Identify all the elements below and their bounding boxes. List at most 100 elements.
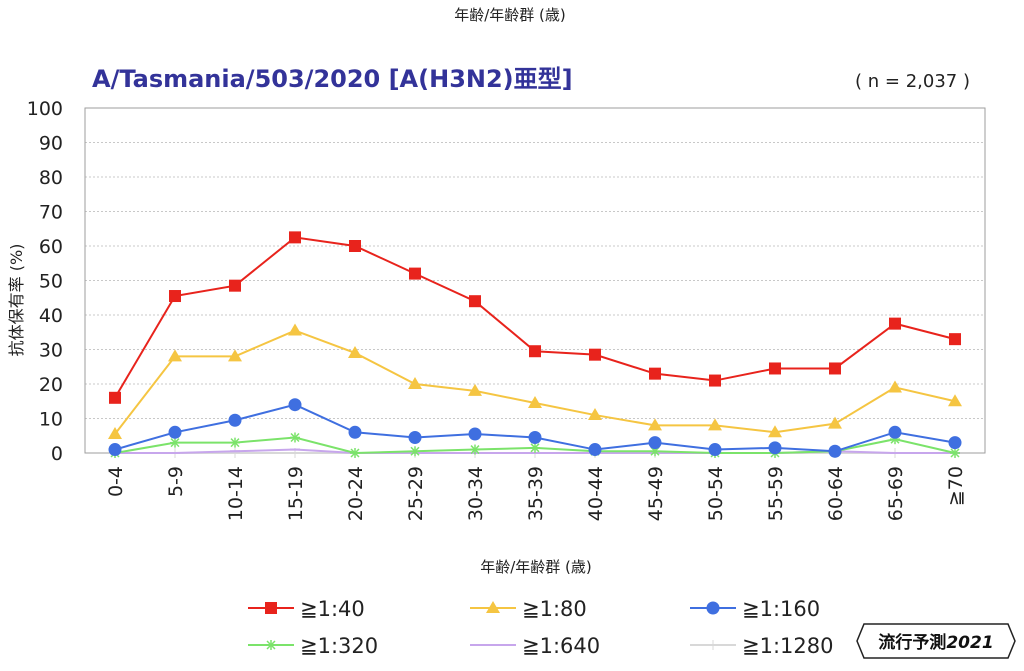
x-tick-label: 15-19 <box>285 466 307 521</box>
y-tick-label: 40 <box>39 305 63 327</box>
data-point <box>708 443 722 457</box>
data-point <box>828 416 842 429</box>
y-tick-label: 20 <box>39 374 63 396</box>
data-point <box>889 317 901 330</box>
x-tick-label: 65-69 <box>885 466 907 521</box>
data-point <box>588 443 602 457</box>
legend-label: ≧1:40 <box>300 597 365 621</box>
legend-item: ≧1:80 <box>470 597 587 621</box>
data-point <box>108 427 122 440</box>
data-point <box>706 601 720 615</box>
data-point <box>349 240 361 252</box>
x-axis-label: 年齢/年齢群 (歳) <box>480 558 592 576</box>
legend-item: ≧1:40 <box>248 597 365 621</box>
data-point <box>468 383 482 396</box>
data-point <box>769 362 781 375</box>
data-point <box>230 448 240 458</box>
data-point <box>228 349 242 362</box>
y-tick-label: 50 <box>39 271 63 293</box>
data-point <box>290 432 300 443</box>
data-point <box>108 443 122 457</box>
data-point <box>288 323 302 336</box>
data-point <box>948 436 962 450</box>
data-point <box>709 374 721 387</box>
series-triangle <box>108 323 962 440</box>
data-point <box>265 602 277 614</box>
data-point <box>288 398 302 412</box>
data-point <box>170 437 180 448</box>
data-point <box>948 394 962 407</box>
y-axis-ticks: 0 10 20 30 40 50 60 70 80 90 100 <box>27 98 63 465</box>
badge-text-prefix: 流行予測 <box>878 632 946 653</box>
data-point <box>828 444 842 458</box>
legend-label: ≧1:1280 <box>742 634 833 658</box>
data-point <box>888 425 902 439</box>
data-point <box>829 362 841 375</box>
data-point <box>230 437 240 448</box>
data-point <box>168 425 182 439</box>
x-tick-label: 25-29 <box>405 466 427 521</box>
data-point <box>888 380 902 393</box>
gridlines <box>85 142 985 419</box>
top-axis-label: 年齢/年齢群 (歳) <box>454 6 566 24</box>
data-point <box>266 640 276 650</box>
data-point <box>486 601 500 613</box>
data-point <box>708 640 718 650</box>
data-point <box>228 413 242 427</box>
x-tick-label: 35-39 <box>525 466 547 521</box>
y-tick-label: 90 <box>39 133 63 155</box>
y-tick-label: 70 <box>39 202 63 224</box>
data-point <box>768 425 782 438</box>
data-point <box>648 418 662 431</box>
data-point <box>229 279 241 292</box>
data-point <box>648 436 662 450</box>
data-point <box>949 333 961 346</box>
legend: ≧1:40 ≧1:80 ≧1:160 ≧1:320 ≧1:640 ≧1:1280 <box>248 597 833 658</box>
data-point <box>708 418 722 431</box>
series-square <box>109 231 961 404</box>
data-point <box>470 444 480 455</box>
series-circle <box>108 398 962 458</box>
y-tick-label: 100 <box>27 98 63 120</box>
legend-item: ≧1:160 <box>690 597 820 621</box>
sample-size-label: ( n = 2,037 ) <box>855 71 970 92</box>
data-point <box>589 348 601 361</box>
badge-text-year: 2021 <box>946 633 993 653</box>
chart-title: A/Tasmania/503/2020 [A(H3N2)亜型] <box>92 65 573 93</box>
data-point <box>409 267 421 280</box>
data-point <box>109 391 121 404</box>
badge-text: 流行予測2021 <box>878 632 993 653</box>
x-tick-label: 60-64 <box>825 466 847 521</box>
legend-item: ≧1:640 <box>470 634 600 658</box>
data-point <box>529 345 541 358</box>
data-point <box>289 231 301 244</box>
x-tick-label: ≧70 <box>945 466 967 506</box>
x-tick-label: 30-34 <box>465 466 487 521</box>
x-tick-label: 40-44 <box>585 466 607 521</box>
legend-label: ≧1:320 <box>300 634 378 658</box>
y-axis-label: 抗体保有率 (%) <box>7 244 26 357</box>
data-point <box>768 441 782 455</box>
x-tick-label: 0-4 <box>105 466 127 497</box>
y-tick-label: 60 <box>39 236 63 258</box>
data-point <box>528 395 542 408</box>
data-point <box>468 427 482 441</box>
data-point <box>348 425 362 439</box>
x-tick-label: 55-59 <box>765 466 787 521</box>
x-tick-label: 5-9 <box>165 466 187 497</box>
legend-label: ≧1:80 <box>522 597 587 621</box>
data-series <box>108 231 962 458</box>
x-tick-label: 50-54 <box>705 466 727 521</box>
y-tick-label: 10 <box>39 409 63 431</box>
y-tick-label: 0 <box>51 443 63 465</box>
data-point <box>168 349 182 362</box>
x-tick-label: 45-49 <box>645 466 667 521</box>
forecast-badge: 流行予測2021 <box>856 623 1016 659</box>
data-point <box>649 367 661 380</box>
data-point <box>410 446 420 457</box>
badge-outline <box>856 623 1016 659</box>
data-point <box>950 448 960 458</box>
x-tick-label: 20-24 <box>345 466 367 521</box>
data-point <box>528 430 542 444</box>
